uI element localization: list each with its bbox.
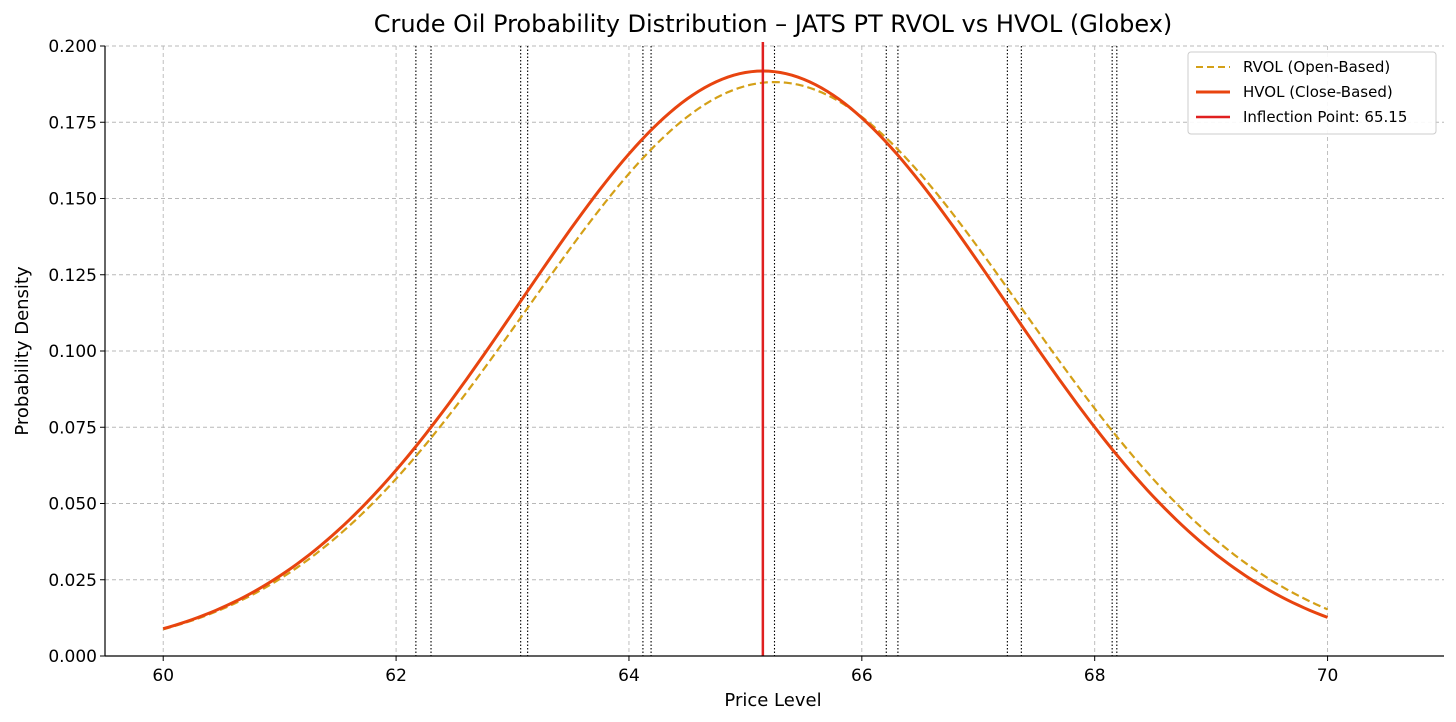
legend: RVOL (Open-Based) HVOL (Close-Based) Inf… (1187, 51, 1437, 135)
y-tick-label: 0.050 (48, 495, 97, 515)
x-tick-label: 66 (851, 666, 873, 686)
axes (100, 45, 1444, 661)
y-tick-label: 0.150 (48, 190, 97, 210)
y-tick-label: 0.125 (48, 266, 97, 286)
chart-title: Crude Oil Probability Distribution – JAT… (374, 10, 1173, 38)
tick-labels: 60 62 64 66 68 70 0.000 0.025 0.050 0.075 0.100 0.1… (48, 37, 1338, 686)
y-axis-label: Probability Density (12, 266, 33, 436)
series-lines (162, 69, 1329, 631)
x-tick-label: 64 (618, 666, 640, 686)
legend-box (1187, 51, 1437, 135)
y-tick-label: 0.000 (48, 647, 97, 667)
x-tick-label: 70 (1317, 666, 1339, 686)
y-tick-label: 0.100 (48, 342, 97, 362)
series-line-rvol (162, 80, 1329, 631)
y-tick-label: 0.175 (48, 113, 97, 133)
legend-label-rvol: RVOL (Open-Based) (1243, 58, 1390, 76)
series-line-hvol (162, 69, 1329, 631)
y-tick-label: 0.075 (48, 418, 97, 438)
legend-label-inflection: Inflection Point: 65.15 (1243, 108, 1407, 126)
x-axis-label: Price Level (724, 690, 821, 711)
legend-label-hvol: HVOL (Close-Based) (1243, 83, 1393, 101)
y-tick-label: 0.200 (48, 37, 97, 57)
level-lines (415, 46, 1118, 656)
y-tick-label: 0.025 (48, 571, 97, 591)
x-tick-label: 68 (1084, 666, 1106, 686)
x-tick-label: 62 (385, 666, 407, 686)
x-tick-label: 60 (152, 666, 174, 686)
